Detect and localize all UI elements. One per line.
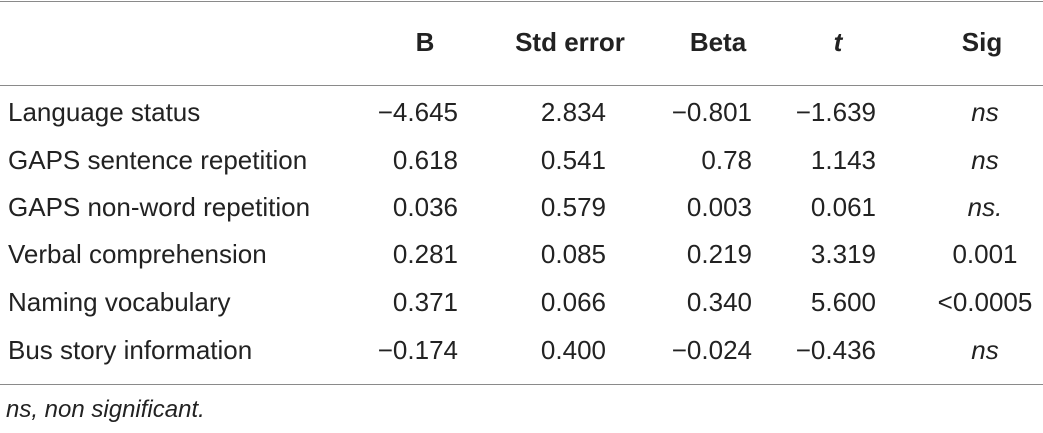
cell: −0.174 [377,335,458,365]
cell: 0.036 [392,192,458,222]
row-label: Language status [8,97,201,127]
cell: −0.024 [671,335,752,365]
cell: 0.003 [686,192,752,222]
cell: ns [971,335,999,365]
cell: ns [971,97,999,127]
column-header: Sig [961,27,1003,57]
cell: 0.371 [392,287,458,317]
cell: 0.78 [701,145,752,175]
cell: −1.639 [795,97,876,127]
row-label: Verbal comprehension [8,239,267,269]
column-header: Beta [689,27,747,57]
bottom-rule [0,384,1043,385]
cell: 0.281 [392,239,458,269]
cell: 1.143 [810,145,876,175]
cell: 0.066 [540,287,606,317]
header-rule [0,85,1043,86]
cell: 5.600 [810,287,876,317]
cell: ns. [967,192,1003,222]
cell: 0.541 [540,145,606,175]
cell: −0.436 [795,335,876,365]
cell: 3.319 [810,239,876,269]
cell: 0.219 [686,239,752,269]
row-label: GAPS sentence repetition [8,145,308,175]
cell: 0.001 [952,239,1018,269]
cell: 0.579 [540,192,606,222]
column-header: Std error [515,27,625,57]
row-label: Naming vocabulary [8,287,231,317]
cell: 0.085 [540,239,606,269]
cell: 2.834 [540,97,606,127]
row-label: GAPS non-word repetition [8,192,311,222]
cell: ns [971,145,999,175]
cell: −0.801 [671,97,752,127]
cell: 0.061 [810,192,876,222]
footnote: ns, non significant. [6,396,205,423]
column-header: t [833,27,843,57]
cell: 0.618 [392,145,458,175]
row-label: Bus story information [8,335,253,365]
cell: <0.0005 [937,287,1033,317]
cell: 0.340 [686,287,752,317]
cell: 0.400 [540,335,606,365]
top-rule [0,1,1043,2]
column-header: B [415,27,435,57]
cell: −4.645 [377,97,458,127]
